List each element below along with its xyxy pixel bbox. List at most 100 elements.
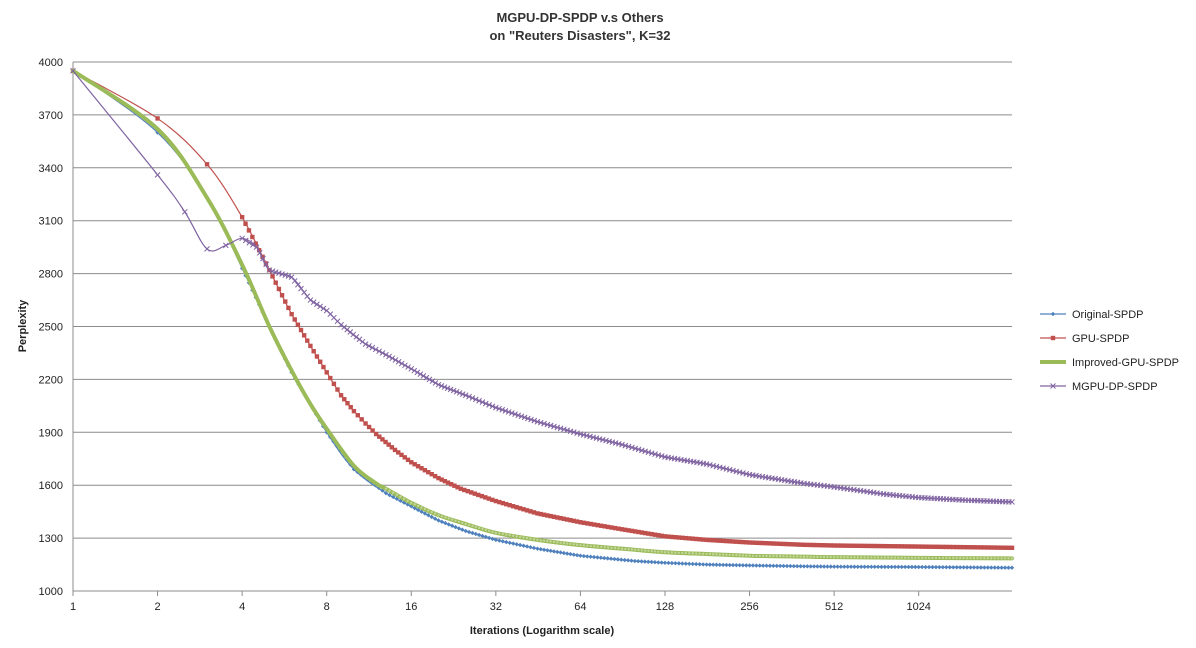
series-marker <box>486 535 492 541</box>
series-marker <box>551 514 557 520</box>
series-marker <box>899 564 904 570</box>
series-marker <box>690 536 695 541</box>
series-marker <box>376 348 383 355</box>
series-marker <box>416 504 420 508</box>
series-marker <box>472 491 477 496</box>
series-marker <box>595 555 600 560</box>
series-marker <box>613 546 617 550</box>
series-marker <box>635 446 642 453</box>
series-marker <box>402 455 407 460</box>
series-marker <box>204 162 210 167</box>
series-marker <box>574 430 580 436</box>
series-marker <box>698 552 701 555</box>
series-marker <box>531 510 537 515</box>
series-marker <box>728 553 731 557</box>
series-marker <box>713 463 720 470</box>
series-marker <box>865 564 871 570</box>
series-marker <box>438 383 445 389</box>
series-marker <box>784 541 790 547</box>
series-marker <box>649 531 654 537</box>
series-marker <box>518 535 522 539</box>
series-marker <box>483 495 488 500</box>
series-marker <box>938 556 941 560</box>
series-marker <box>754 540 759 545</box>
series-marker <box>710 538 716 543</box>
series-marker <box>738 554 741 557</box>
series-marker <box>848 564 854 569</box>
series-marker <box>862 543 867 549</box>
series-marker <box>555 549 560 555</box>
series-marker <box>717 538 723 543</box>
series-marker <box>574 519 580 524</box>
series-marker <box>1006 565 1011 570</box>
series-marker <box>636 529 641 535</box>
series-marker <box>650 549 653 553</box>
series-marker <box>386 353 392 360</box>
series-marker <box>822 555 826 559</box>
series-marker <box>556 541 559 544</box>
series-marker <box>707 562 713 567</box>
series-marker <box>818 542 823 548</box>
series-marker <box>595 522 600 528</box>
series-marker <box>298 327 304 333</box>
series-marker <box>798 564 803 569</box>
series-marker <box>429 471 434 477</box>
legend-marker <box>1050 335 1056 341</box>
series-marker <box>253 244 260 251</box>
series-marker <box>500 539 505 544</box>
series-marker <box>345 401 350 406</box>
series-marker <box>757 563 762 568</box>
series-marker <box>937 544 942 550</box>
series-marker <box>581 520 587 526</box>
series-marker <box>1006 545 1011 550</box>
series-marker <box>843 556 846 559</box>
x-tick-label: 32 <box>490 601 502 613</box>
series-marker <box>620 547 624 550</box>
series-marker <box>551 423 557 430</box>
series-marker <box>720 465 726 471</box>
legend: Original-SPDP GPU-SPDP Improved-GPU-SPDP MG… <box>1040 309 1179 393</box>
series-marker <box>774 541 779 546</box>
series-marker <box>532 538 536 541</box>
series-marker <box>528 509 533 514</box>
series-marker <box>477 526 481 530</box>
series-marker <box>992 545 997 550</box>
series-marker <box>740 563 746 568</box>
series-marker <box>616 526 621 531</box>
series-marker <box>782 555 785 558</box>
series-marker <box>927 556 931 560</box>
series-marker <box>500 500 505 506</box>
series-marker <box>521 543 526 548</box>
series-marker <box>809 555 812 558</box>
series-marker <box>697 537 702 542</box>
series-marker <box>760 540 766 546</box>
series-marker <box>652 451 658 457</box>
series-marker <box>1003 557 1007 560</box>
series-marker <box>674 551 677 554</box>
series-marker <box>537 419 544 426</box>
x-tick-label: 128 <box>656 601 674 613</box>
series-marker <box>740 539 746 545</box>
series-marker <box>937 564 942 570</box>
series-marker <box>873 556 876 559</box>
series-marker <box>410 501 413 505</box>
series-marker <box>473 531 478 537</box>
series-marker <box>630 548 634 551</box>
series-marker <box>552 540 556 544</box>
x-tick-label: 2 <box>155 601 161 613</box>
series-marker <box>476 397 482 404</box>
series-marker <box>436 518 441 523</box>
series-marker <box>442 478 448 484</box>
series-marker <box>383 490 389 496</box>
series-marker <box>710 462 717 469</box>
axes <box>72 62 1012 596</box>
series-marker <box>605 524 611 530</box>
series-marker <box>703 461 710 467</box>
series-marker <box>602 524 607 529</box>
series-marker <box>600 545 603 549</box>
series-marker <box>629 528 635 534</box>
series-marker <box>961 565 966 570</box>
series-marker <box>380 437 385 442</box>
series-marker <box>307 297 314 303</box>
series-marker <box>735 553 738 557</box>
